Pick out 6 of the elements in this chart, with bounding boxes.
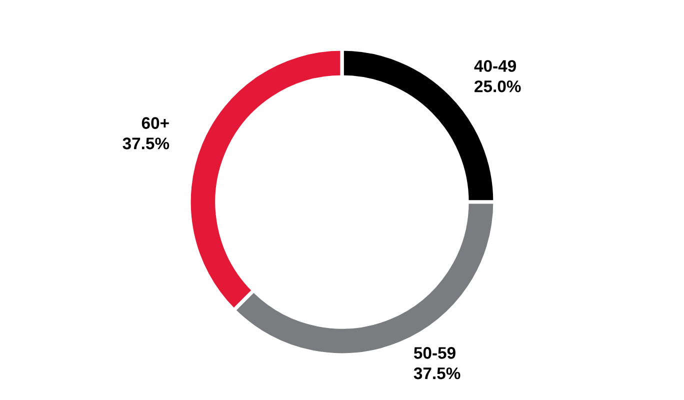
data-label: 37.5% [122, 138, 170, 150]
slice-label: 40-49 [474, 60, 516, 72]
data-label: 25.0% [474, 80, 521, 92]
slice-label: 60+ [142, 117, 169, 129]
slice-label: 50-59 [414, 347, 456, 359]
data-label: 37.5% [414, 367, 460, 380]
